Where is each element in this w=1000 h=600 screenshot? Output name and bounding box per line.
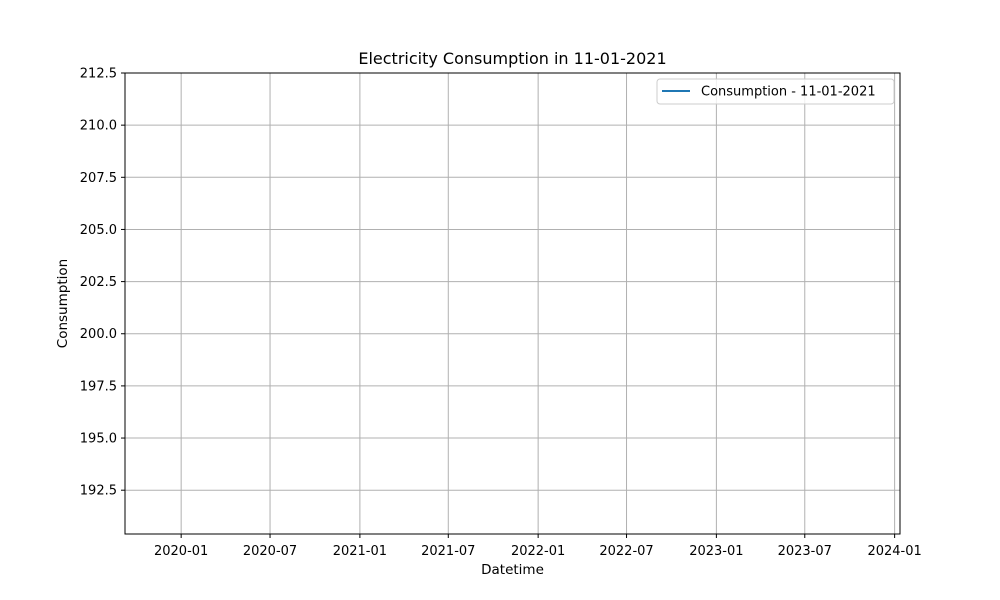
x-tick-label: 2023-07 xyxy=(778,544,832,559)
y-tick-label: 195.0 xyxy=(80,432,117,447)
y-tick-label: 192.5 xyxy=(80,484,117,499)
x-tick-label: 2022-01 xyxy=(511,544,565,559)
y-tick-label: 202.5 xyxy=(80,275,117,290)
x-tick-label: 2024-01 xyxy=(867,544,921,559)
y-axis-ticks: 192.5 195.0 197.5 200.0 202.5 205.0 207.5 210.0… xyxy=(80,67,125,499)
y-tick-label: 200.0 xyxy=(80,327,117,342)
grid xyxy=(125,72,900,534)
legend: Consumption - 11-01-2021 xyxy=(656,78,895,105)
x-tick-label: 2021-07 xyxy=(421,544,475,559)
x-tick-label: 2022-07 xyxy=(599,544,653,559)
x-tick-label: 2023-01 xyxy=(689,544,743,559)
y-tick-label: 212.5 xyxy=(80,67,117,82)
x-tick-label: 2020-07 xyxy=(243,544,297,559)
legend-box xyxy=(656,78,895,105)
y-axis-label: Consumption xyxy=(55,259,71,348)
y-tick-label: 197.5 xyxy=(80,379,117,394)
legend-label: Consumption - 11-01-2021 xyxy=(701,85,876,100)
y-tick-label: 207.5 xyxy=(80,171,117,186)
plot-frame xyxy=(124,72,901,535)
x-tick-label: 2020-01 xyxy=(154,544,208,559)
x-tick-label: 2021-01 xyxy=(333,544,387,559)
chart-title: Electricity Consumption in 11-01-2021 xyxy=(358,49,666,68)
x-axis-label: Datetime xyxy=(481,562,544,578)
y-tick-label: 210.0 xyxy=(80,119,117,134)
x-axis-ticks: 2020-01 2020-07 2021-01 2021-07 2022-01 2022-… xyxy=(154,534,922,559)
y-tick-label: 205.0 xyxy=(80,223,117,238)
